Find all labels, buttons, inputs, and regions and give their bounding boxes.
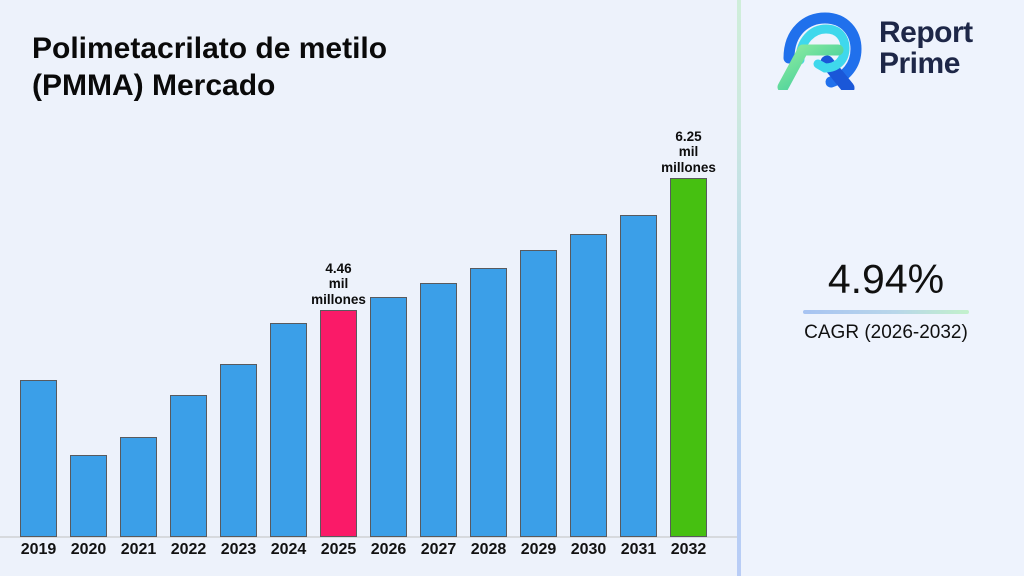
page-title: Polimetacrilato de metilo (PMMA) Mercado	[32, 32, 388, 103]
x-tick-label-2020: 2020	[70, 541, 107, 558]
bar-2022	[170, 395, 207, 537]
x-tick-label-2030: 2030	[570, 541, 607, 558]
x-tick-label-2023: 2023	[220, 541, 257, 558]
logo-word-prime: Prime	[879, 47, 960, 80]
panel-divider	[737, 0, 741, 576]
bar-2032	[670, 178, 707, 537]
x-axis-line	[0, 536, 737, 538]
bar-annotation-2032: 6.25 mil millones	[661, 128, 716, 175]
bar-2024	[270, 323, 307, 537]
bar-2023	[220, 364, 257, 537]
bar-2021	[120, 437, 157, 537]
cagr-value: 4.94%	[827, 256, 945, 302]
bar-2028	[470, 268, 507, 537]
bar-2027	[420, 283, 457, 537]
cagr-block: 4.94% CAGR (2026-2032)	[803, 256, 969, 344]
x-tick-label-2025: 2025	[320, 541, 357, 558]
side-panel: Report Prime 4.94% CAGR (2026-2032)	[741, 0, 1024, 576]
x-tick-label-2019: 2019	[20, 541, 57, 558]
bar-2019	[20, 380, 57, 537]
x-tick-label-2029: 2029	[520, 541, 557, 558]
x-tick-label-2021: 2021	[120, 541, 157, 558]
bar-2026	[370, 297, 407, 537]
reportprime-logo: Report Prime	[777, 6, 973, 90]
bar-2031	[620, 215, 657, 537]
bar-2020	[70, 455, 107, 537]
bar-2029	[520, 250, 557, 537]
x-tick-label-2026: 2026	[370, 541, 407, 558]
x-tick-label-2028: 2028	[470, 541, 507, 558]
x-tick-label-2027: 2027	[420, 541, 457, 558]
reportprime-logo-text: Report Prime	[879, 17, 973, 79]
cagr-label: CAGR (2026-2032)	[804, 322, 968, 343]
bar-2025	[320, 310, 357, 537]
x-tick-label-2024: 2024	[270, 541, 307, 558]
x-tick-label-2031: 2031	[620, 541, 657, 558]
reportprime-logo-icon	[777, 12, 862, 90]
x-tick-label-2022: 2022	[170, 541, 207, 558]
bar-chart: 2019 2020 2021 2022 2023 2024 2025 4.46 mil millo…	[0, 128, 737, 558]
logo-word-report: Report	[879, 16, 973, 49]
bar-annotation-2025: 4.46 mil millones	[311, 260, 366, 307]
x-tick-label-2032: 2032	[670, 541, 707, 558]
bar-2030	[570, 234, 607, 537]
cagr-underline	[803, 310, 969, 314]
chart-panel: Polimetacrilato de metilo (PMMA) Mercado…	[0, 32, 737, 558]
